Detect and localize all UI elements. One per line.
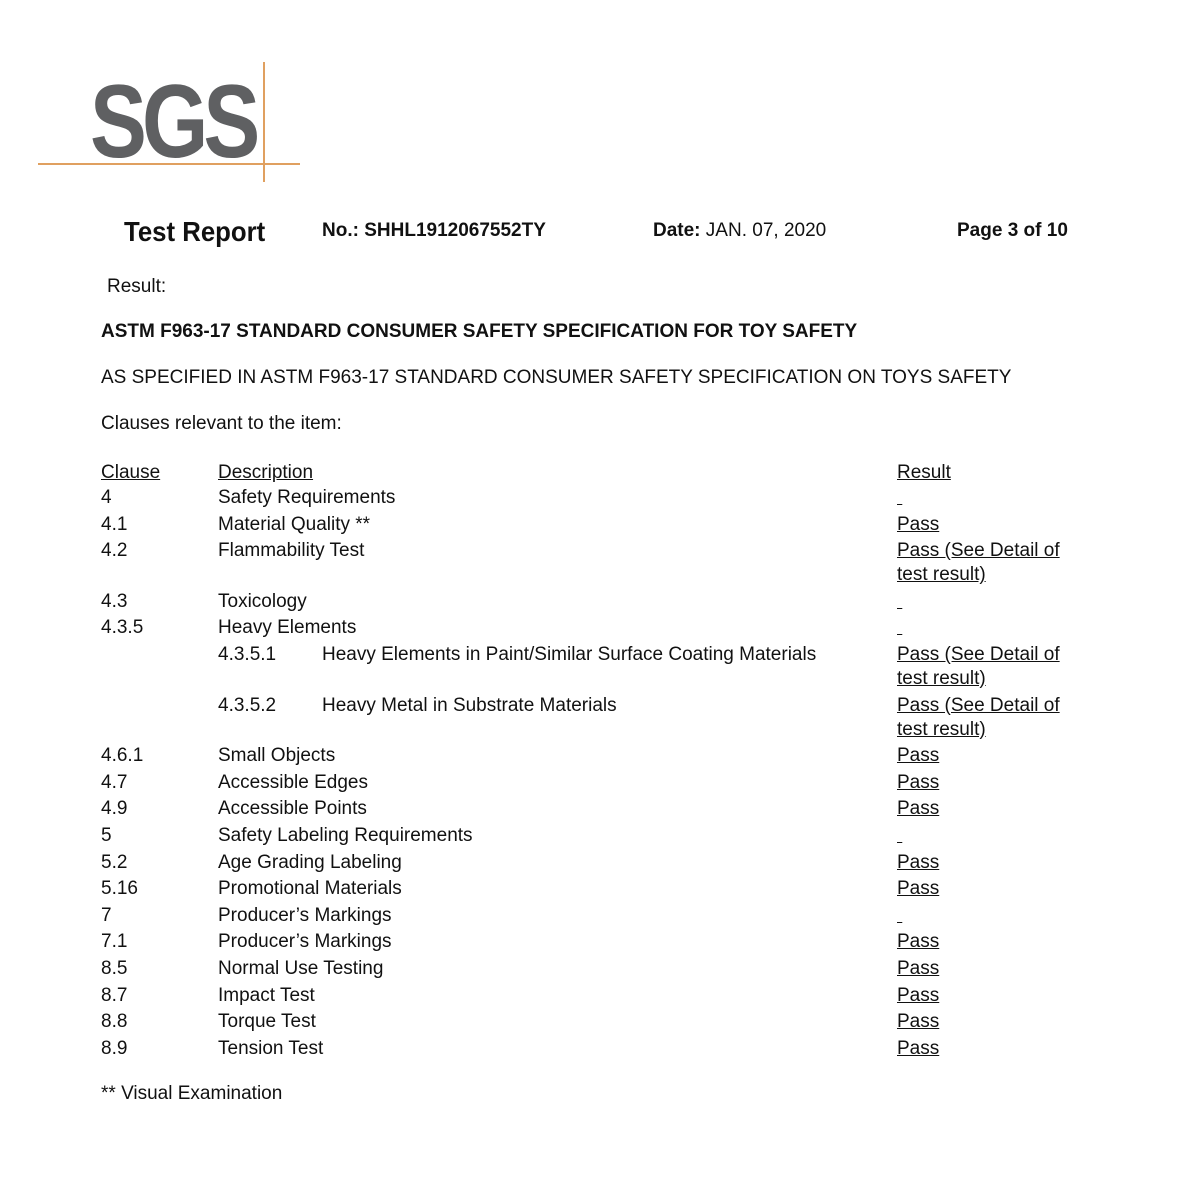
clause-description: Material Quality ** <box>218 513 371 535</box>
clause-number: 8.8 <box>101 1011 128 1033</box>
clause-result: Pass <box>897 878 940 900</box>
clause-result: Pass <box>897 513 940 535</box>
footnote: ** Visual Examination <box>101 1083 283 1104</box>
sgs-logo: SGS <box>38 62 300 186</box>
clause-description: Safety Requirements <box>218 487 396 508</box>
clause-number: 5.2 <box>101 851 128 873</box>
report-title: Test Report <box>124 216 266 247</box>
clause-result: Pass <box>897 984 940 1006</box>
table-row: 5 Safety Labeling Requirements <box>101 824 1101 851</box>
clause-description: Small Objects <box>218 745 336 767</box>
clause-result: Pass <box>897 745 940 767</box>
clause-result: Pass (See Detail of test result) <box>897 643 1060 689</box>
result-label: Result: <box>107 276 167 297</box>
table-row: 4.6.1 Small Objects Pass <box>101 744 1101 771</box>
clause-number: 4.9 <box>101 798 128 820</box>
report-date-value: JAN. 07, 2020 <box>705 220 827 241</box>
clause-description: Age Grading Labeling <box>218 851 402 873</box>
table-row: 5.16 Promotional Materials Pass <box>101 877 1101 904</box>
report-number-value: SHHL1912067552TY <box>364 220 546 241</box>
header-result: Result <box>897 462 951 483</box>
clause-number: 8.7 <box>101 984 128 1006</box>
clause-description: Producer’s Markings <box>218 904 392 926</box>
clause-description: Safety Labeling Requirements <box>218 824 473 846</box>
clause-result: Pass <box>897 931 940 953</box>
clause-result: Pass (See Detail of test result) <box>897 694 1060 740</box>
clause-number: 4.1 <box>101 513 128 535</box>
clause-description: Toxicology <box>218 590 307 612</box>
clause-number: 4.3 <box>101 590 128 612</box>
clause-result: Pass <box>897 851 940 873</box>
clause-result: Pass <box>897 798 940 820</box>
clauses-intro: Clauses relevant to the item: <box>101 413 342 434</box>
clause-description: Accessible Edges <box>218 771 368 793</box>
clause-description: Normal Use Testing <box>218 957 384 979</box>
table-row: 4.3.5.1 Heavy Elements in Paint/Similar S… <box>101 643 1101 694</box>
clause-number: 4.6.1 <box>101 745 144 767</box>
sub-clause-number: 4.3.5.1 <box>218 643 277 665</box>
clause-result: Pass <box>897 1037 940 1059</box>
clauses-table: Clause Description Result 4 Safety Requir… <box>101 461 1101 1063</box>
clause-number: 8.5 <box>101 957 128 979</box>
report-date-label: Date: <box>653 220 701 241</box>
logo-horizontal-line <box>38 163 300 165</box>
table-row: 4.3.5 Heavy Elements <box>101 616 1101 643</box>
table-row: 4.7 Accessible Edges Pass <box>101 771 1101 798</box>
page-number: Page 3 of 10 <box>957 220 1068 241</box>
logo-vertical-line <box>263 62 265 182</box>
clause-number: 4.2 <box>101 540 128 562</box>
clause-description: Flammability Test <box>218 540 365 562</box>
table-row: 7.1 Producer’s Markings Pass <box>101 930 1101 957</box>
clause-number: 4.7 <box>101 771 128 793</box>
report-number: No.: SHHL1912067552TY <box>322 220 546 242</box>
clause-result: Pass <box>897 771 940 793</box>
clause-number: 4.3.5 <box>101 617 144 639</box>
report-date: Date: JAN. 07, 2020 <box>653 220 826 242</box>
header-description: Description <box>218 462 314 483</box>
specification-line: AS SPECIFIED IN ASTM F963-17 STANDARD CO… <box>101 367 1012 388</box>
clause-description: Tension Test <box>218 1037 324 1059</box>
clause-description: Heavy Metal in Substrate Materials <box>322 694 617 716</box>
clause-result <box>897 824 1072 848</box>
clause-description: Promotional Materials <box>218 878 402 900</box>
clause-number: 4 <box>101 487 112 508</box>
sub-clause-number: 4.3.5.2 <box>218 694 277 716</box>
report-number-label: No.: <box>322 220 359 241</box>
clause-result <box>897 904 1072 928</box>
table-row: 7 Producer’s Markings <box>101 904 1101 931</box>
table-row: 8.7 Impact Test Pass <box>101 984 1101 1011</box>
clause-description: Producer’s Markings <box>218 931 392 953</box>
clause-number: 7.1 <box>101 931 128 953</box>
clause-description: Torque Test <box>218 1011 316 1033</box>
table-row: 8.5 Normal Use Testing Pass <box>101 957 1101 984</box>
table-row: 5.2 Age Grading Labeling Pass <box>101 851 1101 878</box>
table-row: 8.9 Tension Test Pass <box>101 1037 1101 1064</box>
clause-description: Heavy Elements <box>218 617 357 639</box>
standard-title: ASTM F963-17 STANDARD CONSUMER SAFETY SP… <box>101 321 858 342</box>
logo-text: SGS <box>90 64 260 180</box>
clause-result: Pass <box>897 1011 940 1033</box>
table-row: 4.3 Toxicology <box>101 590 1101 617</box>
clause-number: 5.16 <box>101 878 138 900</box>
clause-number: 8.9 <box>101 1037 128 1059</box>
table-row: 4 Safety Requirements <box>101 486 1101 513</box>
table-row: 4.1 Material Quality ** Pass <box>101 513 1101 540</box>
table-header: Clause Description Result <box>101 461 1101 486</box>
clause-result <box>897 616 1072 640</box>
clause-description: Impact Test <box>218 984 315 1006</box>
table-row: 4.9 Accessible Points Pass <box>101 797 1101 824</box>
header-clause: Clause <box>101 462 161 483</box>
clause-result <box>897 590 1072 614</box>
clause-result: Pass <box>897 957 940 979</box>
clause-description: Heavy Elements in Paint/Similar Surface … <box>322 643 817 665</box>
table-row: 8.8 Torque Test Pass <box>101 1010 1101 1037</box>
clause-number: 5 <box>101 824 112 846</box>
clause-result <box>897 486 1072 510</box>
clause-result: Pass (See Detail of test result) <box>897 540 1060 586</box>
table-row: 4.3.5.2 Heavy Metal in Substrate Material… <box>101 694 1101 745</box>
clause-number: 7 <box>101 904 112 926</box>
table-row: 4.2 Flammability Test Pass (See Detail of … <box>101 539 1101 590</box>
clause-description: Accessible Points <box>218 798 367 820</box>
